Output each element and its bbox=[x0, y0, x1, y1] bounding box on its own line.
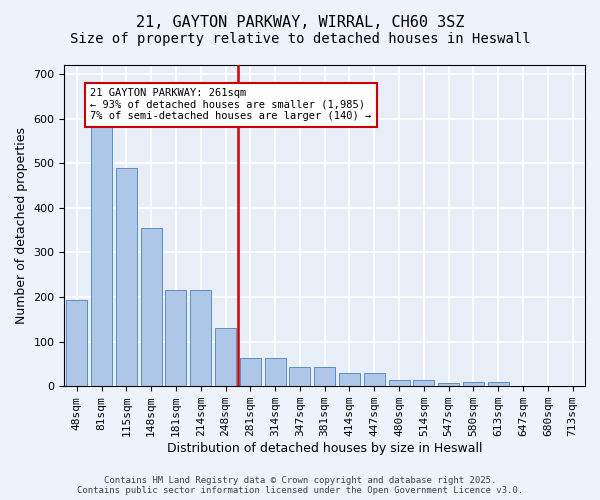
Bar bbox=[116, 168, 137, 386]
Bar bbox=[364, 373, 385, 386]
Bar bbox=[438, 382, 459, 386]
Text: Size of property relative to detached houses in Heswall: Size of property relative to detached ho… bbox=[70, 32, 530, 46]
Bar bbox=[413, 380, 434, 386]
Text: Contains HM Land Registry data © Crown copyright and database right 2025.
Contai: Contains HM Land Registry data © Crown c… bbox=[77, 476, 523, 495]
Bar bbox=[339, 373, 360, 386]
Bar bbox=[463, 382, 484, 386]
Bar bbox=[488, 382, 509, 386]
Bar bbox=[265, 358, 286, 386]
Text: 21, GAYTON PARKWAY, WIRRAL, CH60 3SZ: 21, GAYTON PARKWAY, WIRRAL, CH60 3SZ bbox=[136, 15, 464, 30]
Bar bbox=[215, 328, 236, 386]
Bar bbox=[91, 126, 112, 386]
Bar bbox=[166, 290, 187, 386]
Bar bbox=[66, 300, 88, 386]
Bar bbox=[289, 367, 310, 386]
Bar bbox=[190, 290, 211, 386]
X-axis label: Distribution of detached houses by size in Heswall: Distribution of detached houses by size … bbox=[167, 442, 482, 455]
Bar bbox=[389, 380, 410, 386]
Bar bbox=[314, 367, 335, 386]
Bar bbox=[140, 228, 162, 386]
Y-axis label: Number of detached properties: Number of detached properties bbox=[15, 127, 28, 324]
Text: 21 GAYTON PARKWAY: 261sqm
← 93% of detached houses are smaller (1,985)
7% of sem: 21 GAYTON PARKWAY: 261sqm ← 93% of detac… bbox=[91, 88, 371, 122]
Bar bbox=[240, 358, 261, 386]
